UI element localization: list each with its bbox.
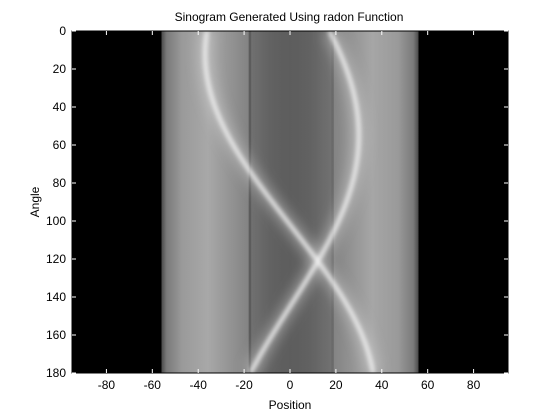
plot-area: [72, 31, 508, 373]
dark-column-1: [248, 31, 252, 373]
y-tick-label: 20: [53, 62, 67, 76]
chart-title: Sinogram Generated Using radon Function: [175, 10, 404, 24]
y-tick-label: 80: [53, 176, 67, 190]
x-tick-label: 80: [467, 378, 481, 392]
y-tick-label: 60: [53, 138, 67, 152]
x-tick-label: 60: [421, 378, 435, 392]
x-tick-label: -60: [144, 378, 162, 392]
curves-core: [203, 31, 376, 373]
y-axis-ticks: 0 20 40 60 80 100 120 140 160 180: [46, 24, 508, 380]
x-tick-label: -40: [190, 378, 208, 392]
y-tick-label: 120: [46, 252, 66, 266]
x-tick-label: -80: [98, 378, 116, 392]
center-dark-region: [248, 31, 332, 373]
x-tick-label: -20: [235, 378, 253, 392]
x-axis-label: Position: [269, 398, 312, 412]
y-tick-label: 180: [46, 366, 66, 380]
curve-core-1: [203, 31, 376, 373]
dark-column-2: [331, 31, 334, 373]
y-axis-label: Angle: [28, 186, 42, 217]
curve-core-2: [248, 31, 361, 373]
y-tick-label: 40: [53, 100, 67, 114]
x-tick-label: 40: [375, 378, 389, 392]
x-tick-label: 20: [329, 378, 343, 392]
y-tick-label: 100: [46, 214, 66, 228]
y-tick-label: 140: [46, 290, 66, 304]
y-tick-label: 0: [59, 24, 66, 38]
dark-columns: [248, 31, 334, 373]
x-axis-ticks: -80 -60 -40 -20 0 20 40 60 80: [98, 31, 481, 392]
y-tick-label: 160: [46, 328, 66, 342]
x-tick-label: 0: [287, 378, 294, 392]
